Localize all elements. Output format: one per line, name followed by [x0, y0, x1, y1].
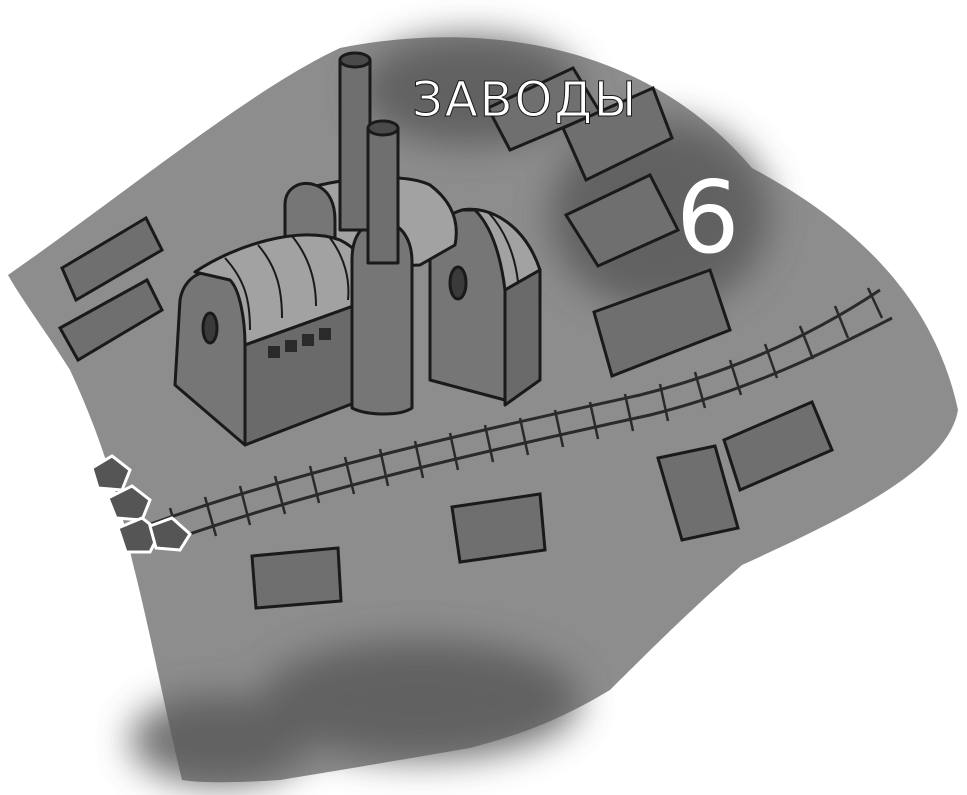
- block: [250, 546, 343, 610]
- block: [722, 400, 834, 493]
- block: [60, 215, 164, 303]
- smokestacks: [338, 51, 400, 265]
- hangar-window: [201, 311, 219, 345]
- block: [561, 85, 674, 183]
- rock-pile: [90, 454, 192, 554]
- roof-ribs: [224, 211, 519, 331]
- city-blocks: [57, 66, 834, 610]
- factory-building: [173, 51, 542, 447]
- block: [656, 444, 740, 542]
- district-number: 6: [676, 159, 740, 276]
- hangar-vents: [268, 328, 331, 358]
- railway: [147, 287, 893, 549]
- block: [563, 173, 681, 268]
- block: [450, 492, 547, 564]
- hangar-window: [448, 265, 468, 301]
- block: [592, 268, 732, 378]
- district-title: ЗАВОДЫ: [411, 72, 639, 129]
- block: [57, 277, 164, 363]
